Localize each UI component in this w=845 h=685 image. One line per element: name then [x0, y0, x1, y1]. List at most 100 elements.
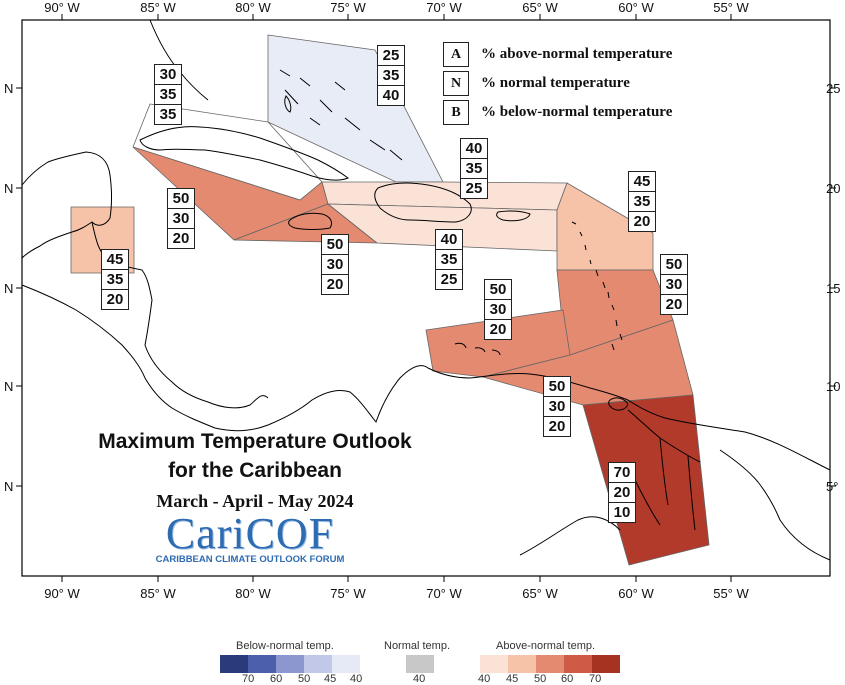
prob-box-leeward-islands: 45 35 20: [628, 171, 656, 232]
colorbar-tick: 45: [324, 673, 337, 685]
lon-label: 70° W: [426, 0, 462, 15]
colorbar-below-title: Below-normal temp.: [236, 640, 334, 652]
prob-above: 45: [629, 172, 655, 192]
lon-label: 55° W: [713, 0, 749, 15]
legend-letter: N: [443, 71, 469, 96]
prob-box-abc-islands: 50 30 20: [484, 279, 512, 340]
season-subtitle: March - April - May 2024: [156, 491, 354, 511]
prob-above: 50: [168, 189, 194, 209]
colorbar-swatch-below: [304, 655, 332, 673]
prob-box-jamaica: 50 30 20: [321, 234, 349, 295]
region-layer: [70, 34, 710, 566]
lat-label: N: [4, 479, 13, 494]
colorbar-swatch-above: [536, 655, 564, 673]
prob-below: 25: [440, 271, 458, 288]
prob-box-trinidad: 50 30 20: [543, 376, 571, 437]
prob-below: 20: [633, 213, 651, 230]
prob-above: 50: [322, 235, 348, 255]
prob-normal: 35: [436, 250, 462, 270]
lon-label: 60° W: [618, 0, 654, 15]
prob-box-guianas: 70 20 10: [608, 462, 636, 523]
lat-label: 25: [826, 81, 840, 96]
colorbar-tick: 60: [270, 673, 283, 685]
lat-label: 5°: [826, 479, 838, 494]
legend-row-below: B % below-normal temperature: [443, 98, 733, 127]
colorbar-swatch-above: [480, 655, 508, 673]
probability-legend: A % above-normal temperature N % normal …: [443, 40, 733, 127]
lon-label: 90° W: [44, 586, 80, 601]
map-title: Maximum Temperature Outlook: [98, 430, 412, 453]
lon-label: 65° W: [522, 586, 558, 601]
prob-normal: 30: [322, 255, 348, 275]
lon-labels-top: 90° W 85° W 80° W 75° W 70° W 65° W 60° …: [44, 0, 749, 15]
prob-normal: 30: [661, 275, 687, 295]
colorbar: [220, 655, 620, 673]
colorbar-tick: 40: [478, 673, 491, 685]
colorbar-swatch-above: [508, 655, 536, 673]
lat-label: 20: [826, 181, 840, 196]
colorbar-tick: 50: [534, 673, 547, 685]
lat-label: 10: [826, 379, 840, 394]
lon-label: 60° W: [618, 586, 654, 601]
lon-label: 65° W: [522, 0, 558, 15]
prob-above: 25: [378, 46, 404, 66]
logo-tagline: CARIBBEAN CLIMATE OUTLOOK FORUM: [155, 554, 345, 565]
prob-box-cayman-west-cuba: 30 35 35: [154, 64, 182, 125]
prob-above: 45: [102, 250, 128, 270]
prob-normal: 20: [609, 483, 635, 503]
prob-below: 20: [489, 321, 507, 338]
prob-below: 20: [326, 276, 344, 293]
colorbar-swatch-above: [564, 655, 592, 673]
lat-label: N: [4, 181, 13, 196]
lat-labels-left: N N N N N: [4, 81, 13, 494]
prob-normal: 35: [378, 66, 404, 86]
colorbar-tick: 60: [561, 673, 574, 685]
colorbar-swatch-below: [276, 655, 304, 673]
lat-label: N: [4, 81, 13, 96]
prob-below: 10: [613, 504, 631, 521]
prob-below: 20: [665, 296, 683, 313]
lat-labels-right: 25 20 15 10 5°: [826, 81, 840, 494]
lon-label: 80° W: [235, 586, 271, 601]
prob-normal: 35: [461, 159, 487, 179]
legend-letter: B: [443, 100, 469, 125]
colorbar-tick: 40: [413, 673, 426, 685]
prob-normal: 30: [544, 397, 570, 417]
lat-label: N: [4, 281, 13, 296]
lon-label: 85° W: [140, 0, 176, 15]
prob-box-north-hispaniola: 40 35 25: [460, 138, 488, 199]
lon-label: 70° W: [426, 586, 462, 601]
prob-above: 40: [436, 230, 462, 250]
legend-text: % above-normal temperature: [481, 46, 673, 62]
legend-text: % normal temperature: [481, 75, 630, 91]
prob-normal: 30: [168, 209, 194, 229]
prob-box-bahamas: 25 35 40: [377, 45, 405, 106]
prob-below: 20: [106, 291, 124, 308]
prob-below: 20: [172, 230, 190, 247]
lon-label: 90° W: [44, 0, 80, 15]
legend-letter: A: [443, 42, 469, 67]
map-title-line2: for the Caribbean: [168, 459, 342, 482]
prob-above: 50: [485, 280, 511, 300]
lon-label: 75° W: [330, 586, 366, 601]
lon-label: 55° W: [713, 586, 749, 601]
lat-label: 15: [826, 281, 840, 296]
legend-row-normal: N % normal temperature: [443, 69, 733, 98]
logo-wordmark: CariCOF: [165, 509, 335, 558]
colorbar-swatch-above: [592, 655, 620, 673]
lat-label: N: [4, 379, 13, 394]
colorbar-swatch-below: [248, 655, 276, 673]
axis-ticks: [16, 14, 836, 582]
colorbar-tick: 50: [298, 673, 311, 685]
colorbar-tick: 70: [242, 673, 255, 685]
prob-below: 35: [159, 106, 177, 123]
colorbar-tick: 45: [506, 673, 519, 685]
prob-normal: 35: [629, 192, 655, 212]
prob-normal: 35: [155, 85, 181, 105]
caricof-logo: CariCOF CARIBBEAN CLIMATE OUTLOOK FORUM: [150, 509, 350, 566]
prob-below: 20: [548, 418, 566, 435]
colorbar-swatch-below: [332, 655, 360, 673]
prob-above: 40: [461, 139, 487, 159]
prob-above: 50: [544, 377, 570, 397]
